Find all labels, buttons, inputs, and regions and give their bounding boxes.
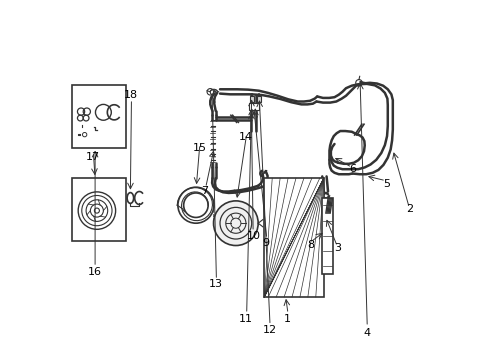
Bar (249, 103, 258, 110)
Bar (321, 198, 332, 274)
Text: 2: 2 (406, 204, 413, 214)
Text: 9: 9 (262, 238, 269, 248)
Bar (264, 178, 323, 297)
Text: 12: 12 (262, 325, 276, 336)
Text: 15: 15 (192, 143, 206, 153)
Text: 17: 17 (86, 152, 100, 162)
Bar (72, 178, 125, 241)
Text: 11: 11 (239, 314, 253, 324)
Bar (72, 85, 125, 148)
Text: 8: 8 (307, 240, 314, 250)
Text: 3: 3 (334, 243, 341, 253)
Text: 6: 6 (348, 164, 355, 174)
Circle shape (213, 201, 258, 246)
Text: 13: 13 (208, 279, 222, 289)
Text: 1: 1 (284, 314, 291, 324)
Text: 18: 18 (124, 90, 138, 100)
Bar (249, 96, 253, 102)
Text: 16: 16 (88, 267, 102, 277)
Text: 10: 10 (246, 231, 260, 241)
Text: 14: 14 (239, 132, 253, 142)
Text: 4: 4 (363, 328, 370, 338)
Bar (257, 96, 261, 102)
Text: 5: 5 (383, 179, 389, 189)
Text: 7: 7 (201, 186, 208, 196)
